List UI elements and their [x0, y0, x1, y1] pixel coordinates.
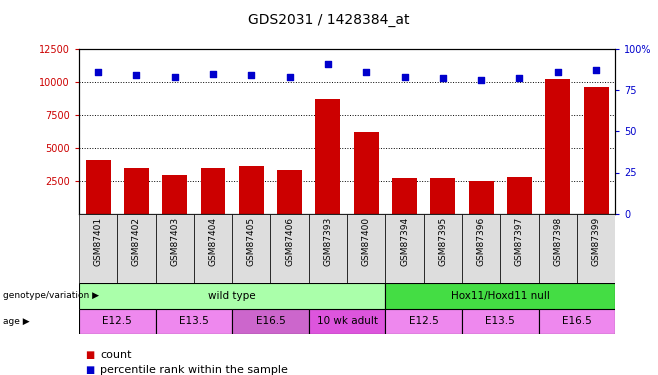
- Text: percentile rank within the sample: percentile rank within the sample: [100, 365, 288, 375]
- Text: GSM87397: GSM87397: [515, 216, 524, 266]
- Bar: [79, 283, 386, 309]
- Text: ■: ■: [86, 365, 95, 375]
- Bar: [392, 178, 417, 214]
- Point: [322, 61, 333, 67]
- Point: [591, 67, 601, 73]
- Bar: [462, 309, 539, 334]
- Bar: [315, 99, 340, 214]
- Text: GSM87395: GSM87395: [438, 216, 447, 266]
- Text: age ▶: age ▶: [3, 317, 30, 326]
- Bar: [545, 79, 570, 214]
- Text: E13.5: E13.5: [179, 316, 209, 326]
- Text: E12.5: E12.5: [103, 316, 132, 326]
- Bar: [232, 214, 270, 283]
- Point: [514, 75, 524, 81]
- Bar: [347, 214, 386, 283]
- Text: genotype/variation ▶: genotype/variation ▶: [3, 291, 99, 300]
- Bar: [155, 214, 194, 283]
- Point: [438, 75, 448, 81]
- Point: [361, 69, 372, 75]
- Bar: [500, 214, 539, 283]
- Bar: [386, 283, 615, 309]
- Bar: [232, 309, 309, 334]
- Text: GSM87398: GSM87398: [553, 216, 563, 266]
- Bar: [270, 214, 309, 283]
- Text: GSM87399: GSM87399: [592, 216, 601, 266]
- Bar: [194, 214, 232, 283]
- Bar: [424, 214, 462, 283]
- Bar: [155, 309, 232, 334]
- Text: 10 wk adult: 10 wk adult: [316, 316, 378, 326]
- Bar: [462, 214, 500, 283]
- Bar: [539, 214, 577, 283]
- Bar: [124, 168, 149, 214]
- Text: E16.5: E16.5: [255, 316, 286, 326]
- Point: [399, 74, 410, 80]
- Point: [93, 69, 103, 75]
- Text: GSM87400: GSM87400: [362, 216, 370, 266]
- Point: [553, 69, 563, 75]
- Bar: [163, 176, 187, 214]
- Bar: [309, 214, 347, 283]
- Point: [131, 72, 141, 78]
- Text: GSM87401: GSM87401: [93, 216, 103, 266]
- Bar: [309, 309, 386, 334]
- Text: GSM87394: GSM87394: [400, 216, 409, 266]
- Bar: [468, 181, 494, 214]
- Bar: [79, 309, 155, 334]
- Bar: [277, 170, 302, 214]
- Text: GSM87396: GSM87396: [476, 216, 486, 266]
- Text: GSM87404: GSM87404: [209, 216, 218, 266]
- Bar: [430, 178, 455, 214]
- Point: [170, 74, 180, 80]
- Text: wild type: wild type: [209, 291, 256, 301]
- Bar: [117, 214, 155, 283]
- Point: [208, 70, 218, 76]
- Text: GSM87393: GSM87393: [324, 216, 332, 266]
- Bar: [354, 132, 379, 214]
- Text: E13.5: E13.5: [486, 316, 515, 326]
- Bar: [386, 214, 424, 283]
- Text: GSM87402: GSM87402: [132, 216, 141, 266]
- Bar: [79, 214, 117, 283]
- Bar: [507, 177, 532, 214]
- Text: E16.5: E16.5: [562, 316, 592, 326]
- Bar: [539, 309, 615, 334]
- Text: ■: ■: [86, 350, 95, 360]
- Bar: [86, 160, 111, 214]
- Bar: [577, 214, 615, 283]
- Text: Hox11/Hoxd11 null: Hox11/Hoxd11 null: [451, 291, 549, 301]
- Bar: [239, 166, 264, 214]
- Point: [284, 74, 295, 80]
- Text: GSM87405: GSM87405: [247, 216, 256, 266]
- Text: GDS2031 / 1428384_at: GDS2031 / 1428384_at: [248, 13, 410, 27]
- Text: count: count: [100, 350, 132, 360]
- Text: E12.5: E12.5: [409, 316, 439, 326]
- Bar: [584, 87, 609, 214]
- Text: GSM87406: GSM87406: [285, 216, 294, 266]
- Text: GSM87403: GSM87403: [170, 216, 179, 266]
- Bar: [201, 168, 226, 214]
- Point: [476, 77, 486, 83]
- Bar: [386, 309, 462, 334]
- Point: [246, 72, 257, 78]
